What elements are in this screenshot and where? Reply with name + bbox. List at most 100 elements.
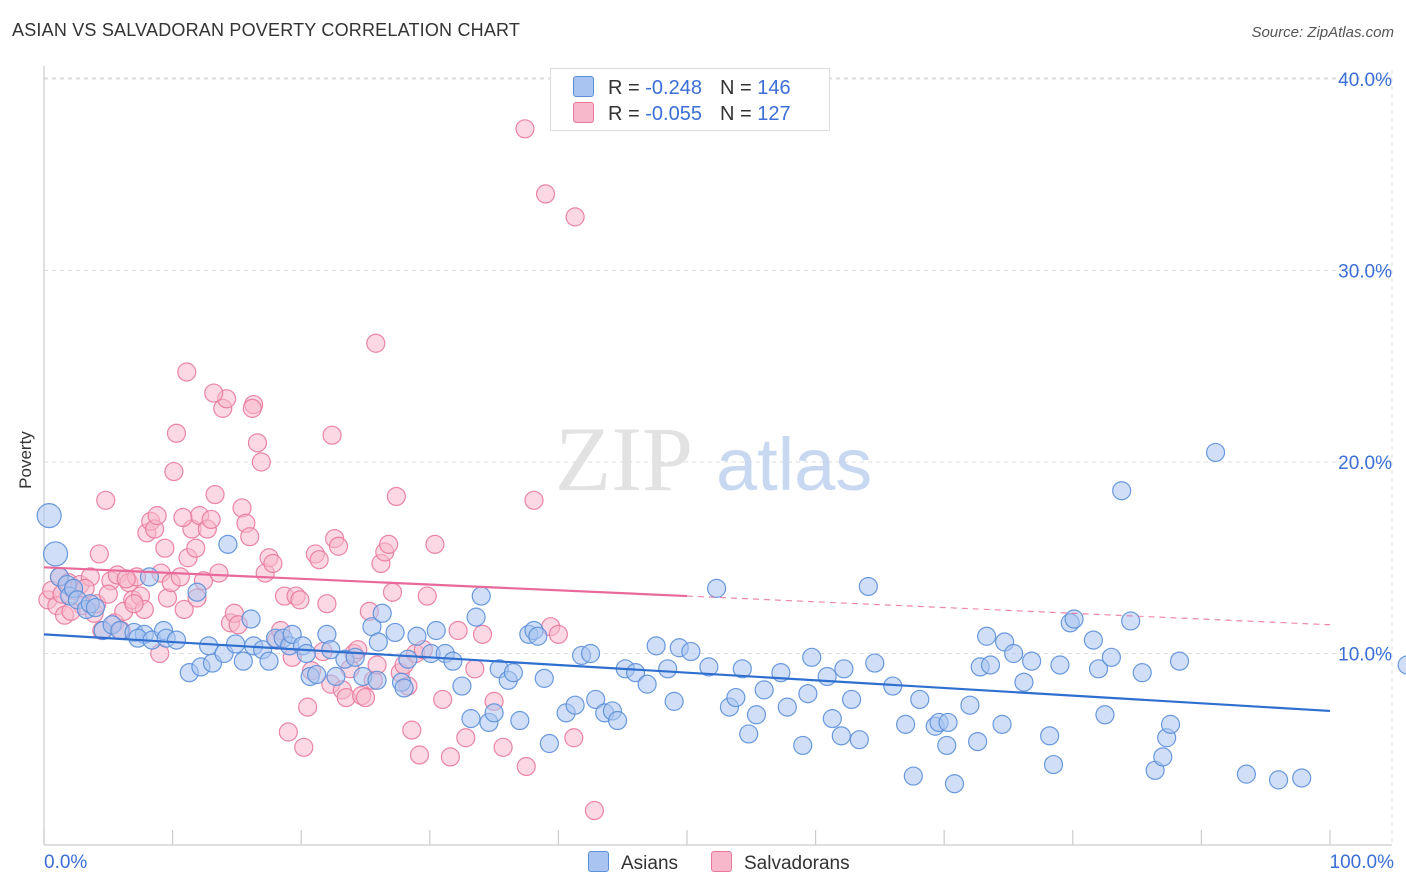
asians-point — [580, 643, 601, 664]
asians-point — [1169, 651, 1190, 671]
salvadorans-point — [309, 550, 329, 570]
asians-point — [452, 676, 472, 696]
asians-point — [166, 630, 187, 650]
asians-point — [938, 712, 958, 733]
asians-point — [831, 726, 851, 746]
asians-point — [1160, 714, 1181, 734]
salvadorans-point — [290, 590, 310, 610]
asians-point — [910, 689, 930, 710]
salvadorans-point — [402, 720, 422, 740]
watermark-atlas: atlas — [716, 423, 872, 506]
asians-point — [858, 576, 878, 597]
asians-point — [1050, 655, 1070, 675]
y-tick-label: 20.0% — [1338, 453, 1392, 474]
series-legend-asians: Asians — [588, 851, 678, 875]
asians-point — [226, 634, 246, 654]
asians-point — [187, 582, 207, 602]
salvadorans-point — [173, 507, 193, 528]
asians-point — [368, 632, 388, 652]
asians-point — [407, 626, 427, 646]
salvadorans-point — [448, 620, 468, 641]
asians-point — [218, 534, 238, 554]
salvadorans-trend-line — [43, 566, 688, 598]
asians-point — [394, 678, 414, 698]
asians-point — [834, 659, 854, 679]
asians-point — [980, 655, 1001, 675]
legend-swatch-asians — [573, 76, 594, 97]
salvadorans-point — [89, 544, 109, 564]
asians-point — [625, 663, 646, 683]
asians-point — [977, 626, 997, 646]
asians-point — [1064, 609, 1084, 629]
asians-point — [865, 653, 885, 673]
salvadorans-point — [96, 490, 116, 510]
asians-point — [1132, 663, 1152, 683]
salvadorans-point — [240, 527, 260, 547]
asians-point — [534, 668, 554, 688]
salvadorans-point — [124, 594, 144, 614]
asians-point — [1121, 611, 1141, 631]
asians-point — [426, 620, 446, 641]
watermark-zip: ZIP — [555, 408, 693, 510]
salvadorans-point — [317, 594, 337, 614]
legend: R = -0.248 N = 146 R = -0.055 N = 127 — [550, 68, 830, 131]
legend-row-asians: R = -0.248 N = 146 — [573, 76, 791, 100]
salvadorans-point — [186, 538, 206, 558]
asians-point — [1236, 764, 1257, 784]
x-tick-label-min: 0.0% — [44, 852, 88, 873]
legend-row-salvadorans: R = -0.055 N = 127 — [573, 102, 791, 126]
asians-point — [658, 659, 678, 679]
asians-point — [1083, 630, 1103, 650]
asians-point — [296, 643, 316, 664]
asians-point — [754, 680, 774, 700]
asians-point — [1014, 672, 1034, 692]
salvadorans-point — [493, 737, 513, 757]
asians-point — [726, 687, 746, 708]
asians-point — [1292, 768, 1312, 788]
salvadorans-point — [328, 536, 349, 556]
salvadorans-point — [294, 737, 314, 757]
salvadorans-trend-extension — [686, 595, 1331, 626]
asians-point — [484, 703, 504, 723]
asians-point — [539, 733, 559, 754]
salvadorans-points — [38, 119, 605, 821]
asians-point — [307, 664, 327, 685]
chart-title: ASIAN VS SALVADORAN POVERTY CORRELATION … — [12, 20, 521, 40]
asians-point — [802, 647, 822, 667]
salvadorans-point — [205, 484, 225, 505]
asians-point — [385, 622, 405, 643]
salvadorans-point — [355, 687, 376, 708]
salvadorans-point — [201, 509, 221, 530]
salvadorans-point — [247, 433, 268, 453]
salvadorans-point — [177, 362, 197, 382]
asians-point — [706, 578, 727, 598]
asians-point — [321, 640, 341, 660]
salvadorans-point — [263, 553, 283, 574]
asians-point — [646, 636, 666, 656]
asians-point — [637, 674, 657, 694]
salvadorans-point — [170, 567, 190, 587]
asians-point — [817, 666, 837, 687]
asians-point — [681, 641, 701, 662]
asians-point — [896, 714, 916, 734]
salvadorans-point — [366, 333, 386, 353]
axes — [43, 66, 1392, 846]
asians-point — [1101, 647, 1121, 667]
asians-point — [461, 709, 481, 729]
salvadorans-point — [565, 207, 585, 227]
asians-point — [960, 695, 980, 715]
salvadorans-point — [174, 599, 194, 620]
salvadorans-point — [164, 461, 184, 482]
watermark: ZIP atlas — [555, 408, 872, 510]
series-swatch-asians — [588, 851, 609, 872]
asians-point — [139, 567, 160, 587]
asians-point — [1043, 754, 1064, 775]
y-axis-label: Poverty — [16, 431, 35, 489]
asians-point — [367, 670, 387, 690]
salvadorans-point — [386, 486, 406, 507]
salvadorans-point — [242, 398, 262, 418]
asians-point — [1397, 655, 1406, 675]
salvadorans-point — [564, 728, 584, 748]
trend-lines — [43, 566, 1331, 713]
